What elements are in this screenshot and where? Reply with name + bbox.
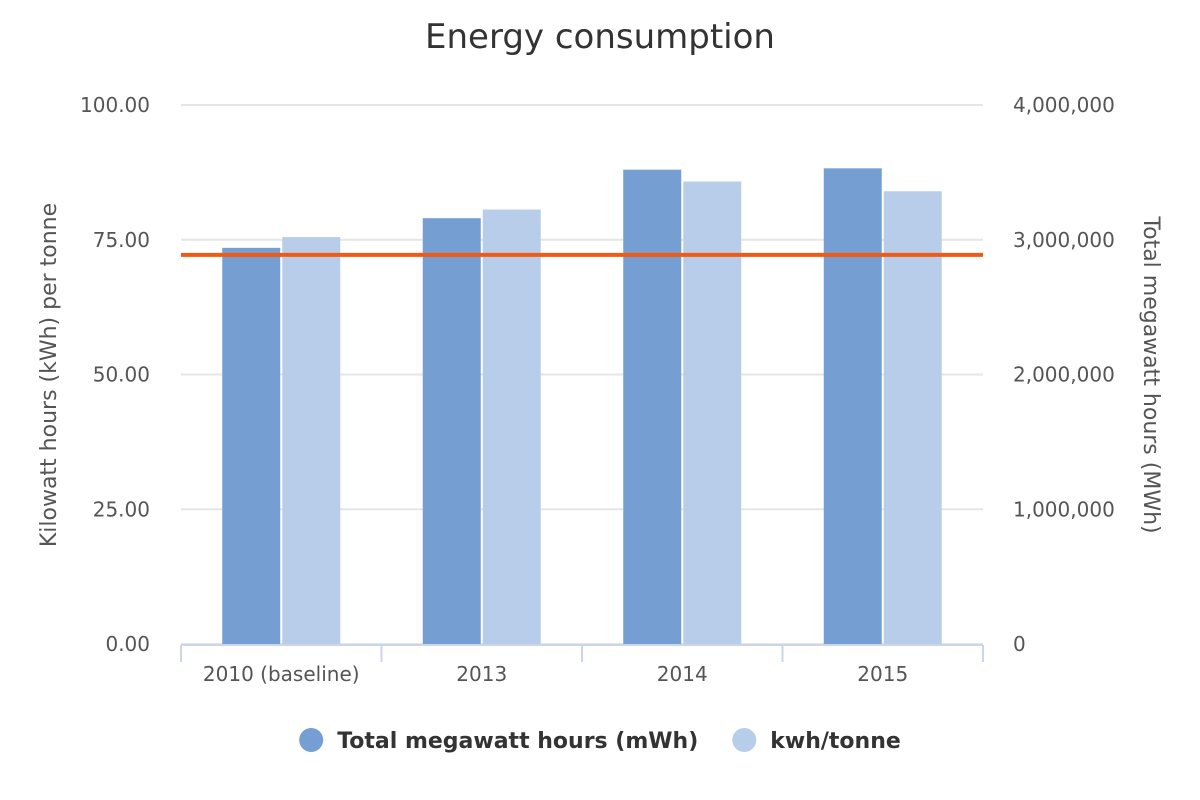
- right-axis-ticks: 0 1,000,000 2,000,000 3,000,000 4,000,000: [1013, 93, 1115, 656]
- chart-title: Energy consumption: [425, 17, 775, 57]
- left-tick-label: 100.00: [80, 93, 150, 117]
- right-tick-label: 2,000,000: [1013, 363, 1115, 387]
- left-tick-label: 25.00: [93, 497, 150, 521]
- right-tick-label: 1,000,000: [1013, 497, 1115, 521]
- bar-total-mwh[interactable]: [422, 218, 481, 644]
- left-tick-label: 75.00: [93, 228, 150, 252]
- legend-label: Total megawatt hours (mWh): [337, 729, 698, 754]
- bar-kwh-per-tonne[interactable]: [282, 237, 341, 644]
- x-tick-label: 2010 (baseline): [203, 662, 360, 686]
- legend-marker: [732, 728, 757, 752]
- right-axis-title: Total megawatt hours (MWh): [1138, 215, 1163, 533]
- legend-item-total-mwh[interactable]: Total megawatt hours (mWh): [299, 728, 698, 754]
- bar-kwh-per-tonne[interactable]: [883, 191, 942, 645]
- legend-label: kwh/tonne: [770, 729, 901, 754]
- legend-item-kwh-per-tonne[interactable]: kwh/tonne: [732, 728, 901, 754]
- right-tick-label: 0: [1013, 632, 1026, 656]
- x-tick-label: 2013: [456, 662, 507, 686]
- left-axis-title: Kilowatt hours (kWh) per tonne: [37, 203, 62, 547]
- right-tick-label: 3,000,000: [1013, 228, 1115, 252]
- x-tick-label: 2014: [657, 662, 708, 686]
- bar-kwh-per-tonne[interactable]: [683, 181, 742, 644]
- left-tick-label: 0.00: [105, 632, 150, 656]
- legend: Total megawatt hours (mWh) kwh/tonne: [299, 728, 901, 754]
- bar-kwh-per-tonne[interactable]: [482, 209, 541, 645]
- left-tick-label: 50.00: [93, 363, 150, 387]
- bar-total-mwh[interactable]: [222, 247, 281, 644]
- x-axis: 2010 (baseline) 2013 2014 2015: [180, 644, 984, 686]
- bar-total-mwh[interactable]: [823, 168, 882, 644]
- right-tick-label: 4,000,000: [1013, 93, 1115, 117]
- bar-total-mwh[interactable]: [623, 169, 682, 644]
- legend-marker: [299, 728, 324, 752]
- x-tick-label: 2015: [857, 662, 908, 686]
- left-axis-ticks: 0.00 25.00 50.00 75.00 100.00: [80, 93, 150, 656]
- bars: [222, 168, 942, 645]
